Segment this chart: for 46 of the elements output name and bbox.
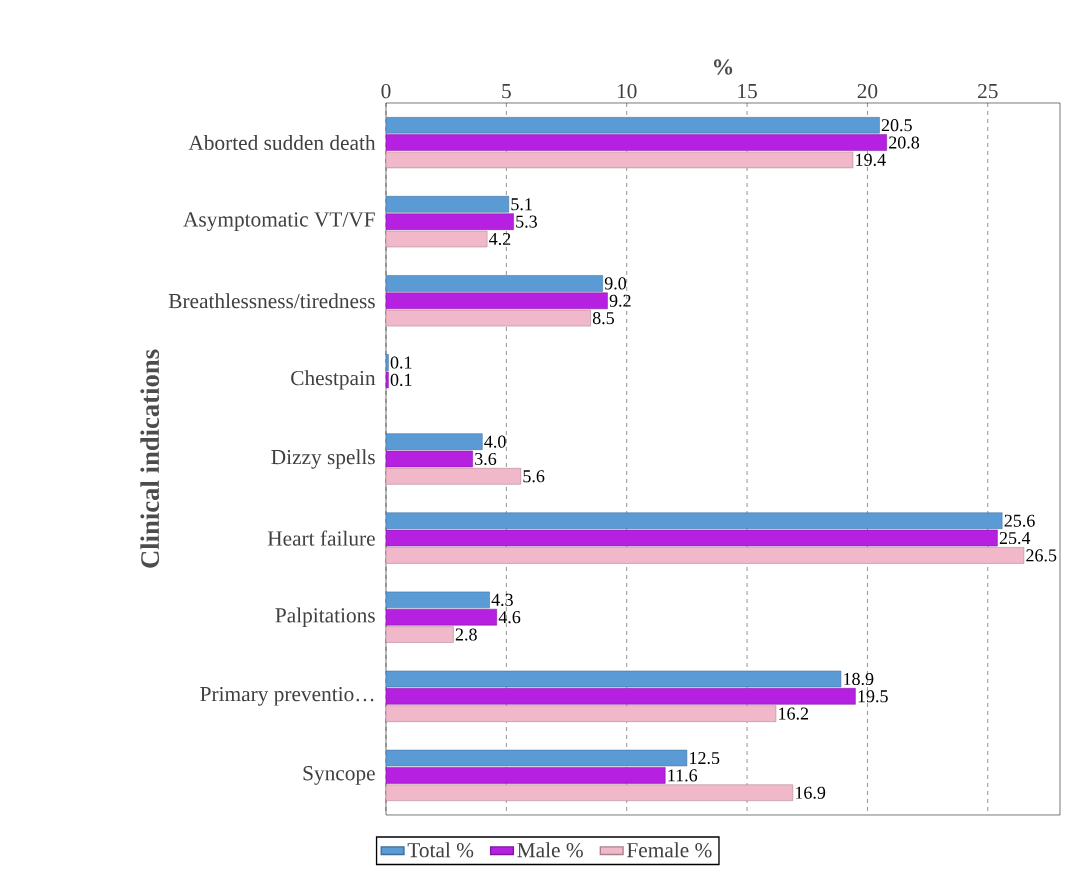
data-label: 8.5 [592, 311, 615, 325]
data-label: 20.5 [881, 119, 912, 132]
y-tick-label: Dizzy spells [271, 449, 375, 469]
data-label: 0.1 [390, 356, 412, 369]
data-label: 9.0 [604, 277, 627, 290]
y-tick-label: Heart failure [267, 530, 375, 546]
data-label: 18.9 [844, 672, 874, 686]
data-label: 25.6 [1004, 514, 1035, 527]
data-label: 20.8 [889, 136, 920, 149]
y-axis-title: Clinical indications [140, 349, 160, 568]
data-label: 26.5 [1026, 549, 1057, 562]
x-tick-label: 0 [381, 83, 391, 99]
data-label: 0.1 [390, 373, 412, 386]
data-label: 19.4 [856, 153, 886, 166]
y-tick-label: Asymptomatic VT/VF [183, 212, 375, 232]
data-label: 19.5 [858, 690, 888, 703]
data-label: 3.6 [475, 452, 497, 466]
legend-label: Female % [627, 842, 712, 858]
x-axis-title: % [713, 59, 733, 75]
x-tick-label: 20 [857, 83, 878, 99]
y-tick-label: Aborted sudden death [188, 135, 376, 151]
data-label: 4.6 [498, 611, 521, 624]
x-tick-label: 5 [502, 84, 511, 99]
data-label: 12.5 [690, 752, 720, 765]
data-label: 4.0 [484, 435, 506, 448]
data-label: 9.2 [609, 294, 631, 307]
data-label: 5.3 [516, 215, 537, 228]
data-label: 25.4 [999, 532, 1031, 545]
data-label: 2.8 [455, 628, 477, 641]
data-label: 4.2 [489, 232, 511, 246]
legend-label: Male % [517, 842, 583, 858]
y-tick-label: Breathlessness/tiredness [168, 293, 375, 309]
data-label: 11.6 [668, 769, 698, 782]
data-label: 16.2 [779, 707, 809, 720]
legend-label: Total % [407, 842, 474, 858]
data-label: 16.9 [795, 786, 826, 799]
y-tick-label: Primary preventio… [200, 686, 374, 706]
data-label: 5.1 [511, 198, 532, 211]
y-tick-label: Syncope [303, 766, 375, 785]
y-tick-label: Chestpain [291, 370, 376, 390]
data-label: 5.6 [523, 470, 545, 483]
x-tick-label: 10 [617, 83, 637, 99]
data-label: 4.3 [491, 593, 513, 606]
x-tick-label: 15 [738, 84, 757, 99]
x-tick-label: 25 [978, 83, 998, 99]
y-tick-label: Palpitations [275, 607, 375, 627]
